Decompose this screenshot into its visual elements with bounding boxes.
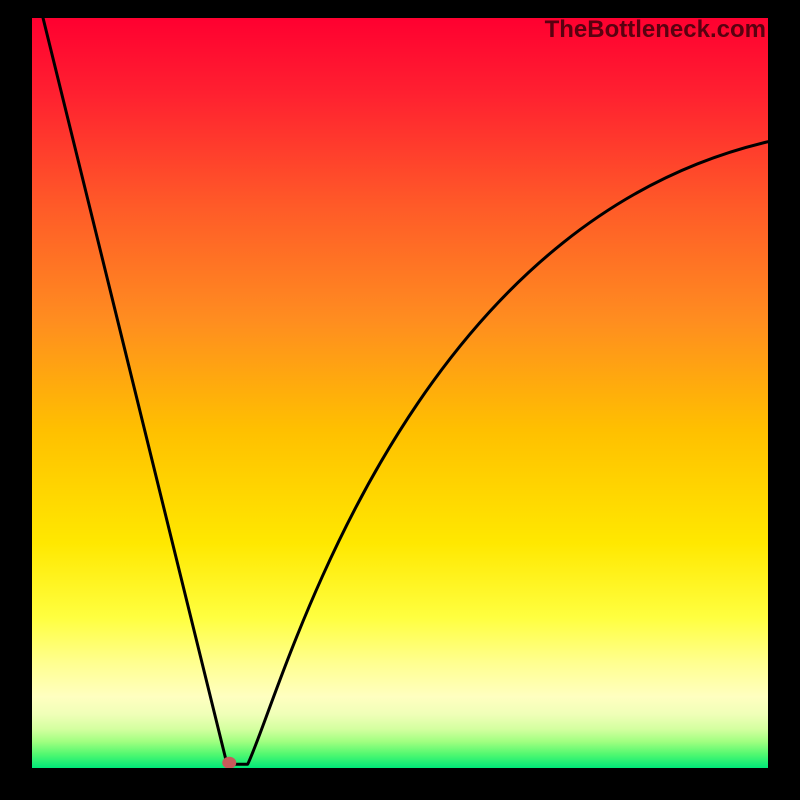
plot-area [32,18,768,768]
plot-svg [32,18,768,768]
bottleneck-curve [43,18,768,764]
watermark-text: TheBottleneck.com [545,16,766,44]
chart-container: TheBottleneck.com [0,0,800,800]
